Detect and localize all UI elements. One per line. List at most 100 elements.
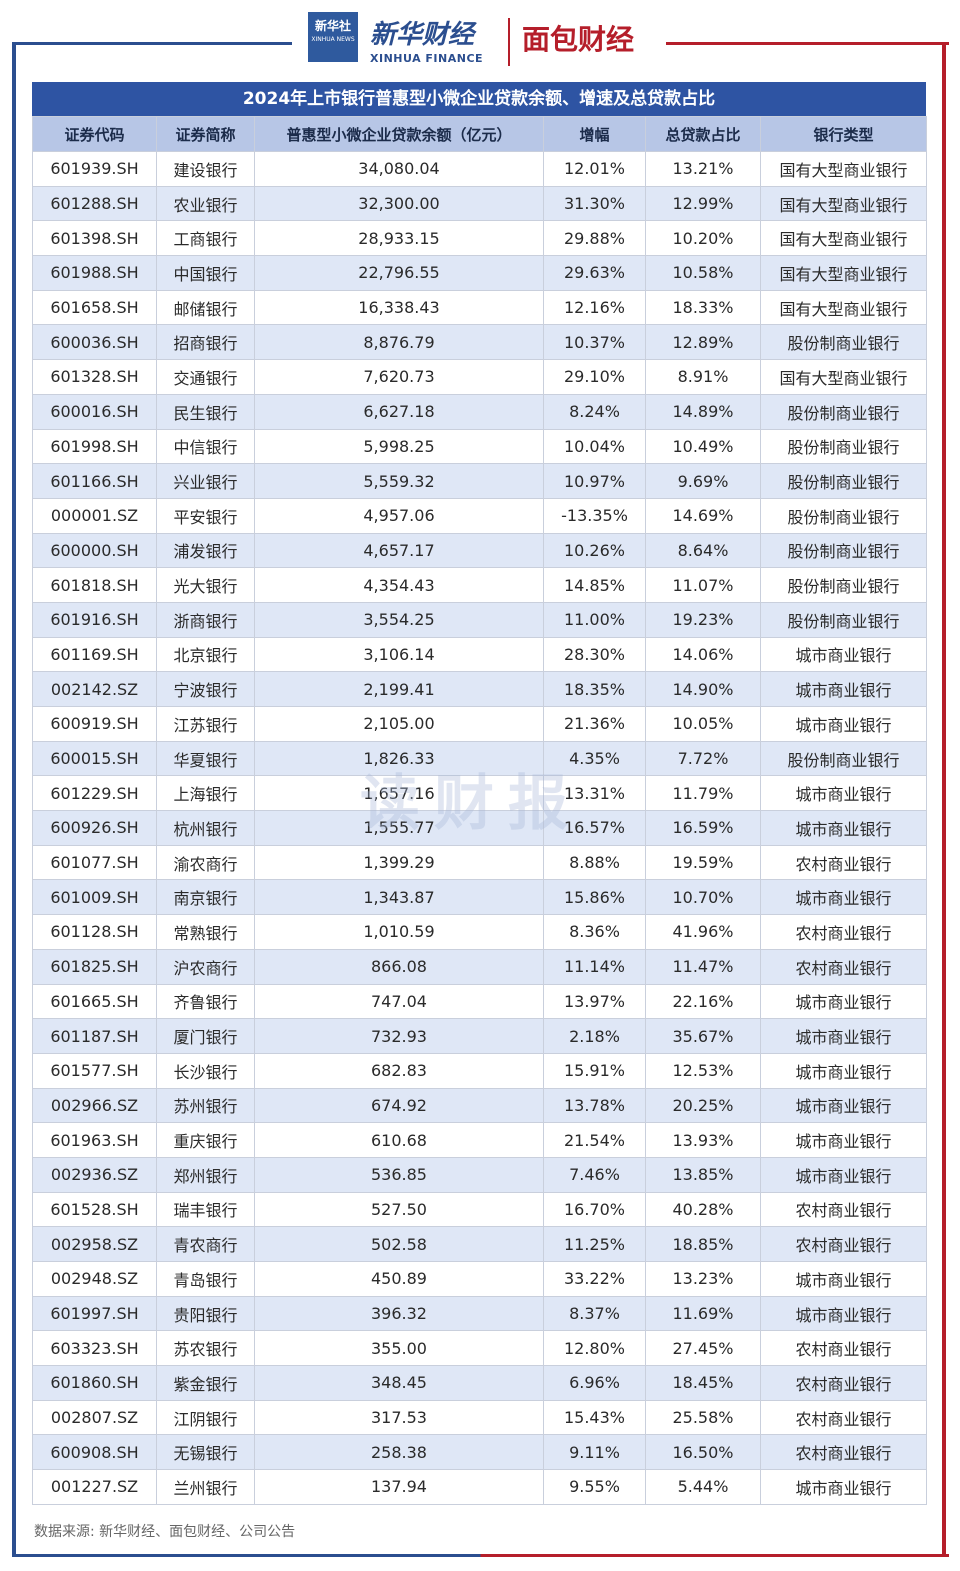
table-cell: 18.85%: [645, 1226, 761, 1262]
table-cell: 10.97%: [543, 463, 646, 499]
table-cell: 北京银行: [156, 636, 255, 673]
table-cell: 450.89: [254, 1261, 544, 1297]
table-cell: 29.63%: [543, 255, 646, 291]
table-cell: 12.01%: [543, 151, 646, 187]
table-cell: 城市商业银行: [760, 706, 927, 742]
table-cell: 34,080.04: [254, 151, 544, 187]
table-cell: 747.04: [254, 983, 544, 1020]
table-cell: 2,199.41: [254, 671, 544, 707]
table-cell: 农村商业银行: [760, 914, 927, 950]
table-cell: 16,338.43: [254, 289, 544, 326]
table-cell: 股份制商业银行: [760, 567, 927, 603]
table-cell: 4.35%: [543, 740, 646, 777]
table-row: 000001.SZ 平安银行 4,957.06 -13.35% 14.69% 股份制商业银…: [32, 497, 927, 534]
table-cell: 杭州银行: [156, 810, 255, 846]
table-cell: 9.69%: [645, 463, 761, 499]
table-cell: 城市商业银行: [760, 983, 927, 1020]
table-cell: 10.70%: [645, 879, 761, 916]
table-cell: 12.89%: [645, 324, 761, 361]
table-row: 601169.SH 北京银行 3,106.14 28.30% 14.06% 城市商业银行: [32, 636, 927, 673]
table-header-row: 证券代码 证券简称 普惠型小微企业贷款余额（亿元） 增幅 总贷款占比 银行类型: [32, 116, 927, 152]
table-cell: 600000.SH: [32, 532, 157, 569]
table-cell: 青农商行: [156, 1226, 255, 1262]
table-cell: 渝农商行: [156, 844, 255, 881]
table-row: 601860.SH 紫金银行 348.45 6.96% 18.45% 农村商业银行: [32, 1365, 927, 1401]
table-cell: 江苏银行: [156, 706, 255, 742]
table-cell: 600926.SH: [32, 810, 157, 846]
table-cell: 中信银行: [156, 428, 255, 465]
table-cell: 16.57%: [543, 810, 646, 846]
table-cell: 601658.SH: [32, 289, 157, 326]
brand-name-en: XINHUA FINANCE: [370, 52, 484, 65]
table-cell: 355.00: [254, 1330, 544, 1367]
table-cell: 1,826.33: [254, 740, 544, 777]
table-row: 600926.SH 杭州银行 1,555.77 16.57% 16.59% 城市商业银行: [32, 810, 927, 846]
table-row: 600016.SH 民生银行 6,627.18 8.24% 14.89% 股份制商业银行: [32, 393, 927, 430]
table-row: 601665.SH 齐鲁银行 747.04 13.97% 22.16% 城市商业银行: [32, 983, 927, 1020]
table-cell: 18.33%: [645, 289, 761, 326]
table-cell: 000001.SZ: [32, 497, 157, 534]
table-row: 601658.SH 邮储银行 16,338.43 12.16% 18.33% 国有大型商业…: [32, 289, 927, 326]
table-cell: 14.06%: [645, 636, 761, 673]
table-cell: 682.83: [254, 1052, 544, 1089]
table-cell: 19.23%: [645, 601, 761, 638]
table-cell: 527.50: [254, 1191, 544, 1228]
table-cell: 002807.SZ: [32, 1399, 157, 1436]
xinhua-logo-icon: 新华社 XINHUA NEWS: [308, 12, 358, 62]
table-row: 601166.SH 兴业银行 5,559.32 10.97% 9.69% 股份制商业银行: [32, 463, 927, 499]
table-cell: 601169.SH: [32, 636, 157, 673]
table-cell: 610.68: [254, 1122, 544, 1158]
table-cell: 10.05%: [645, 706, 761, 742]
table-cell: 郑州银行: [156, 1156, 255, 1193]
table-row: 601939.SH 建设银行 34,080.04 12.01% 13.21% 国有大型商业…: [32, 151, 927, 187]
column-header: 增幅: [543, 116, 646, 152]
table-cell: 招商银行: [156, 324, 255, 361]
frame-right-line: [942, 44, 946, 1556]
table-cell: 601825.SH: [32, 948, 157, 985]
table-cell: 农村商业银行: [760, 1365, 927, 1401]
table-cell: 601997.SH: [32, 1295, 157, 1332]
table-cell: 28.30%: [543, 636, 646, 673]
table-cell: 601988.SH: [32, 255, 157, 291]
table-body: 601939.SH 建设银行 34,080.04 12.01% 13.21% 国有大型商业…: [32, 151, 927, 1505]
table-cell: 002936.SZ: [32, 1156, 157, 1193]
table-cell: 7.46%: [543, 1156, 646, 1193]
table-cell: 平安银行: [156, 497, 255, 534]
table-cell: 宁波银行: [156, 671, 255, 707]
table-cell: 厦门银行: [156, 1018, 255, 1054]
brand-separator: [508, 18, 510, 66]
table-cell: 27.45%: [645, 1330, 761, 1367]
table-cell: 城市商业银行: [760, 1087, 927, 1124]
table-cell: 002948.SZ: [32, 1261, 157, 1297]
table-cell: 601860.SH: [32, 1365, 157, 1401]
table-cell: 601577.SH: [32, 1052, 157, 1089]
table-cell: 13.93%: [645, 1122, 761, 1158]
table-cell: 上海银行: [156, 775, 255, 812]
table-title: 2024年上市银行普惠型小微企业贷款余额、增速及总贷款占比: [32, 82, 926, 116]
table-row: 601229.SH 上海银行 1,657.16 13.31% 11.79% 城市商业银行: [32, 775, 927, 812]
table-cell: 16.59%: [645, 810, 761, 846]
table-cell: 13.31%: [543, 775, 646, 812]
table-cell: 中国银行: [156, 255, 255, 291]
table-cell: 城市商业银行: [760, 636, 927, 673]
table-row: 601963.SH 重庆银行 610.68 21.54% 13.93% 城市商业银行: [32, 1122, 927, 1158]
column-header: 证券代码: [32, 116, 157, 152]
table-cell: 002958.SZ: [32, 1226, 157, 1262]
table-row: 601825.SH 沪农商行 866.08 11.14% 11.47% 农村商业银行: [32, 948, 927, 985]
table-cell: 31.30%: [543, 185, 646, 222]
table-cell: 民生银行: [156, 393, 255, 430]
table-cell: 城市商业银行: [760, 1122, 927, 1158]
table-cell: 601187.SH: [32, 1018, 157, 1054]
data-source-note: 数据来源: 新华财经、面包财经、公司公告: [34, 1524, 296, 1540]
table-cell: 002966.SZ: [32, 1087, 157, 1124]
frame-bottom-line: [12, 1554, 949, 1557]
table-cell: 20.25%: [645, 1087, 761, 1124]
table-cell: 13.21%: [645, 151, 761, 187]
table-cell: 10.37%: [543, 324, 646, 361]
table-cell: 城市商业银行: [760, 1295, 927, 1332]
table-cell: 2,105.00: [254, 706, 544, 742]
table-cell: 601916.SH: [32, 601, 157, 638]
table-cell: 14.89%: [645, 393, 761, 430]
table-cell: 华夏银行: [156, 740, 255, 777]
table-cell: 13.78%: [543, 1087, 646, 1124]
